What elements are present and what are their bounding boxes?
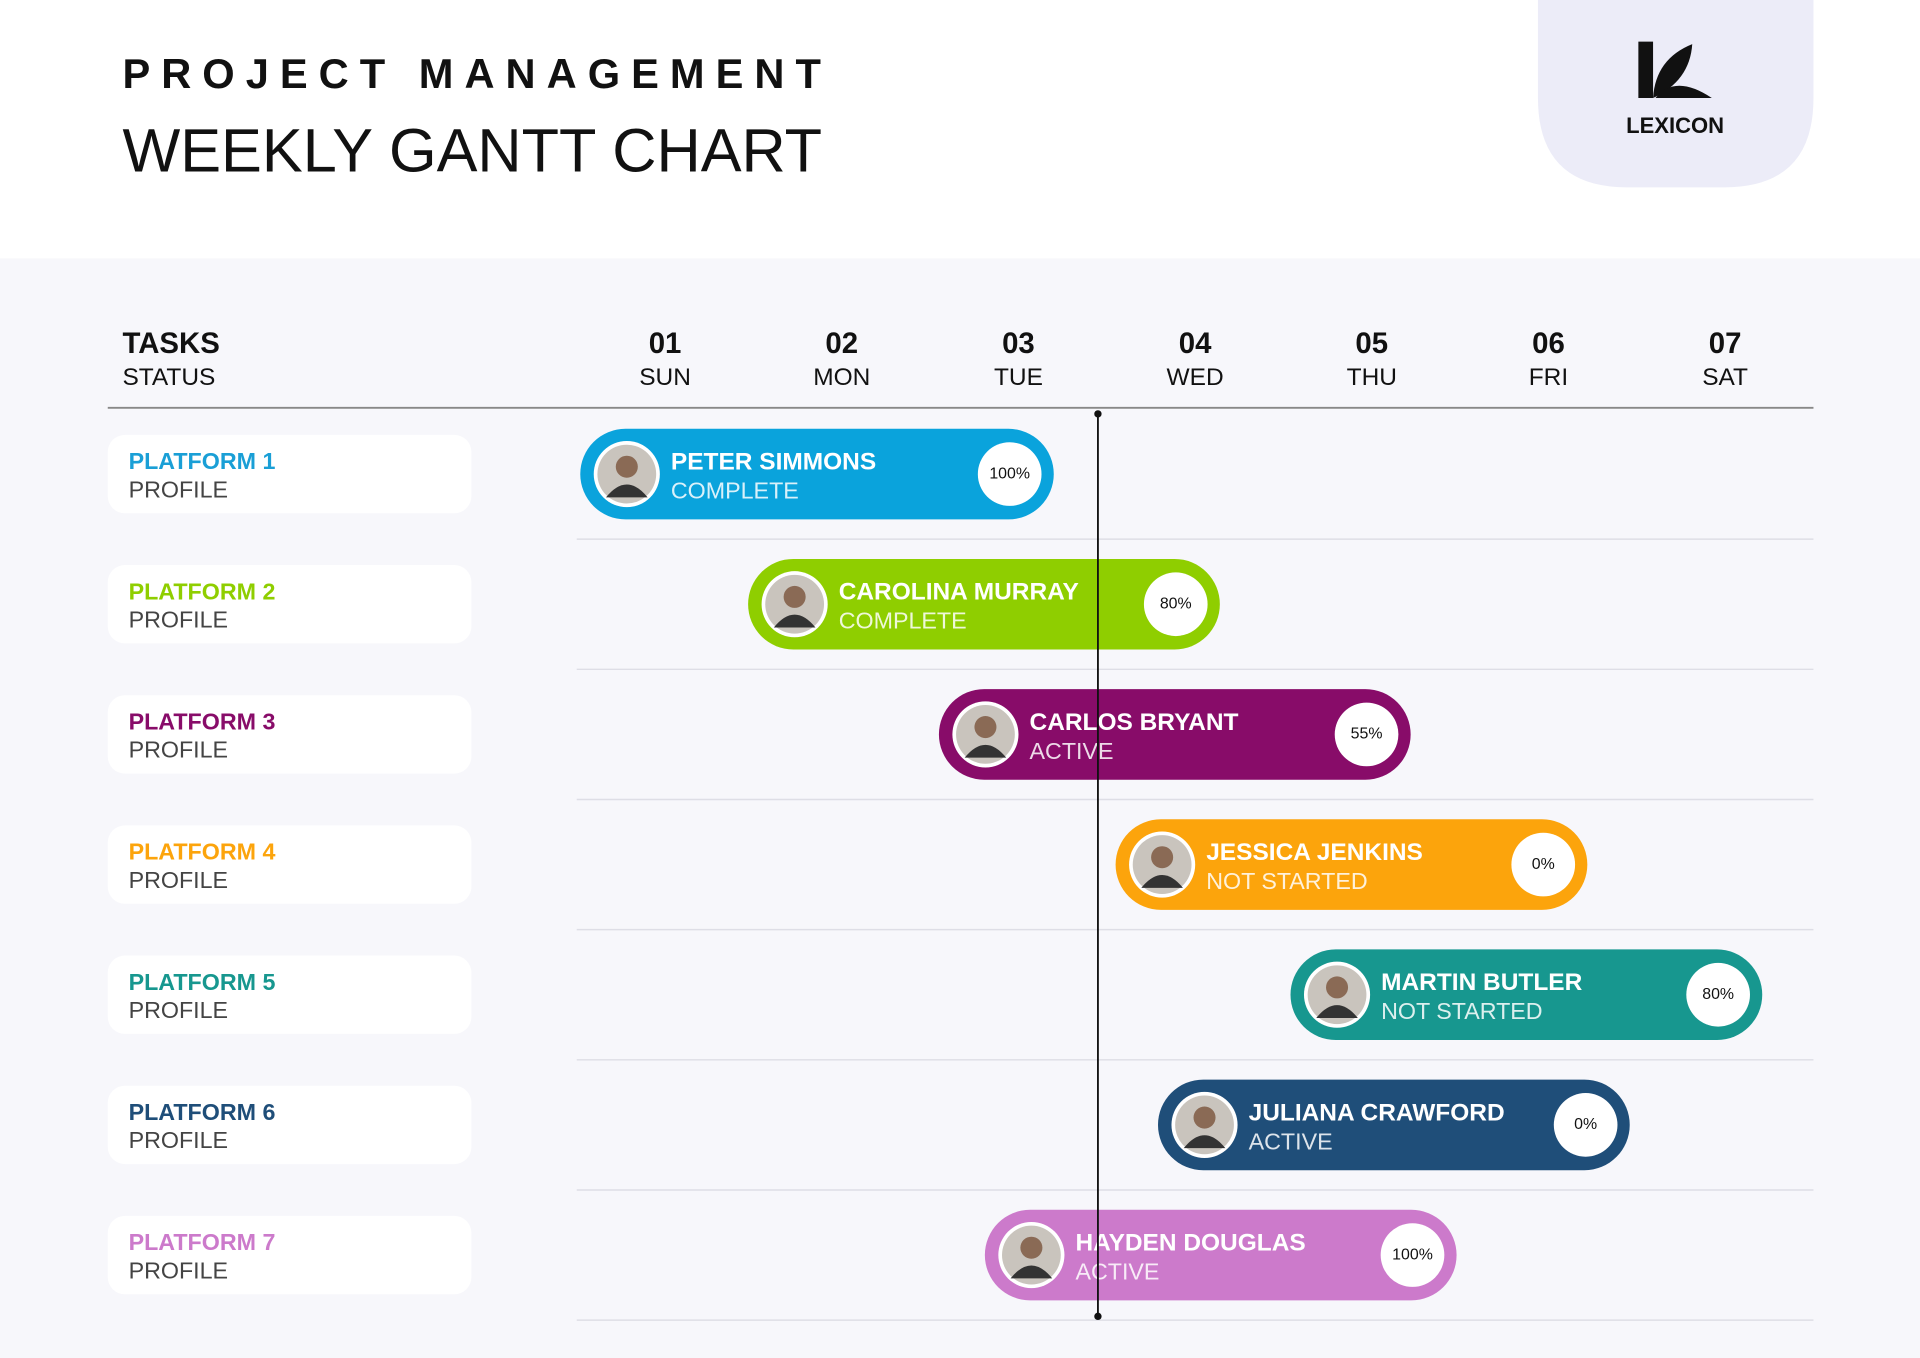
progress-label: 80% bbox=[1702, 986, 1734, 1003]
avatar-head bbox=[1151, 846, 1174, 869]
avatar-body bbox=[605, 484, 648, 498]
task-card bbox=[107, 565, 472, 644]
avatar-body bbox=[1141, 874, 1183, 888]
task-name: PLATFORM 5 bbox=[129, 969, 276, 995]
x-tick-label: 06 bbox=[1532, 327, 1565, 360]
now-dot bbox=[1094, 410, 1102, 418]
task-status: NOT STARTED bbox=[1206, 868, 1367, 894]
task-header: TASKS bbox=[122, 327, 219, 360]
chart-title: PROJECT MANAGEMENT bbox=[122, 50, 831, 97]
task-sub: PROFILE bbox=[129, 476, 228, 502]
task-sub: PROFILE bbox=[129, 607, 228, 633]
task-sub: PROFILE bbox=[129, 737, 228, 763]
task-card bbox=[107, 434, 472, 514]
avatar-body bbox=[1010, 1265, 1053, 1279]
task-status: COMPLETE bbox=[839, 608, 967, 634]
assignee-name: JULIANA CRAWFORD bbox=[1249, 1099, 1505, 1126]
task-status: NOT STARTED bbox=[1381, 998, 1542, 1024]
progress-label: 80% bbox=[1160, 595, 1192, 612]
task-bar bbox=[748, 558, 1220, 650]
avatar-body bbox=[1183, 1135, 1226, 1149]
progress-badge bbox=[1553, 1093, 1618, 1157]
progress-badge bbox=[977, 442, 1042, 506]
task-status: ACTIVE bbox=[1075, 1259, 1159, 1285]
progress-label: 0% bbox=[1574, 1116, 1597, 1133]
task-sub: PROFILE bbox=[129, 1257, 228, 1283]
task-card bbox=[107, 1085, 472, 1165]
assignee-name: MARTIN BUTLER bbox=[1381, 969, 1582, 996]
avatar-head bbox=[1326, 976, 1349, 999]
task-name: PLATFORM 7 bbox=[129, 1229, 276, 1255]
weekday-label: FRI bbox=[1529, 364, 1568, 391]
progress-label: 100% bbox=[989, 465, 1030, 482]
assignee-name: PETER SIMMONS bbox=[671, 449, 876, 476]
weekday-label: TUE bbox=[994, 364, 1043, 391]
progress-badge bbox=[1511, 832, 1576, 897]
progress-badge bbox=[1686, 962, 1750, 1027]
avatar-head bbox=[974, 716, 997, 739]
progress-label: 55% bbox=[1351, 726, 1383, 743]
task-status: ACTIVE bbox=[1030, 738, 1114, 764]
task-sub: PROFILE bbox=[129, 997, 228, 1023]
assignee-name: CARLOS BRYANT bbox=[1030, 709, 1239, 736]
status-header: STATUS bbox=[122, 364, 215, 391]
task-bar bbox=[1115, 819, 1588, 910]
progress-badge bbox=[1143, 572, 1208, 637]
weekday-label: THU bbox=[1347, 364, 1397, 391]
chart-subtitle: WEEKLY GANTT CHART bbox=[122, 117, 822, 185]
weekday-label: MON bbox=[813, 364, 870, 391]
task-sub: PROFILE bbox=[129, 867, 228, 893]
x-tick-label: 05 bbox=[1355, 327, 1388, 360]
task-sub: PROFILE bbox=[129, 1127, 228, 1153]
task-bar bbox=[1158, 1079, 1630, 1171]
task-bar bbox=[984, 1209, 1457, 1301]
task-name: PLATFORM 2 bbox=[129, 578, 276, 604]
x-tick-label: 04 bbox=[1179, 327, 1212, 360]
weekday-label: SAT bbox=[1702, 364, 1748, 391]
task-bar bbox=[580, 428, 1054, 520]
x-tick-label: 03 bbox=[1002, 327, 1035, 360]
avatar-body bbox=[773, 614, 816, 628]
x-tick-label: 07 bbox=[1709, 327, 1742, 360]
task-card bbox=[107, 955, 472, 1034]
weekday-label: SUN bbox=[639, 364, 691, 391]
task-card bbox=[107, 825, 472, 904]
assignee-name: HAYDEN DOUGLAS bbox=[1075, 1230, 1305, 1257]
avatar-body bbox=[964, 744, 1007, 758]
progress-label: 100% bbox=[1392, 1246, 1433, 1263]
brand: LEXICON bbox=[1626, 113, 1724, 138]
chart-bg bbox=[0, 258, 1920, 1358]
avatar-head bbox=[783, 585, 806, 608]
weekday-label: WED bbox=[1167, 364, 1224, 391]
x-tick-label: 02 bbox=[825, 327, 858, 360]
progress-badge bbox=[1380, 1223, 1445, 1287]
assignee-name: JESSICA JENKINS bbox=[1206, 839, 1423, 866]
progress-label: 0% bbox=[1532, 856, 1555, 873]
task-bar bbox=[1290, 949, 1763, 1041]
avatar-head bbox=[615, 455, 638, 478]
logo-icon bbox=[1638, 41, 1712, 98]
task-card bbox=[107, 1215, 472, 1295]
assignee-name: CAROLINA MURRAY bbox=[839, 579, 1079, 606]
task-name: PLATFORM 4 bbox=[129, 839, 276, 865]
task-bar bbox=[938, 689, 1411, 780]
task-name: PLATFORM 3 bbox=[129, 709, 276, 735]
avatar-body bbox=[1316, 1005, 1358, 1018]
task-card bbox=[107, 695, 472, 774]
now-dot bbox=[1094, 1312, 1102, 1321]
x-tick-label: 01 bbox=[649, 327, 682, 360]
task-status: COMPLETE bbox=[671, 478, 799, 504]
task-name: PLATFORM 6 bbox=[129, 1099, 276, 1125]
task-name: PLATFORM 1 bbox=[129, 448, 276, 474]
task-status: ACTIVE bbox=[1249, 1128, 1333, 1154]
avatar-head bbox=[1020, 1236, 1043, 1259]
avatar-head bbox=[1193, 1106, 1216, 1129]
progress-badge bbox=[1334, 702, 1399, 767]
